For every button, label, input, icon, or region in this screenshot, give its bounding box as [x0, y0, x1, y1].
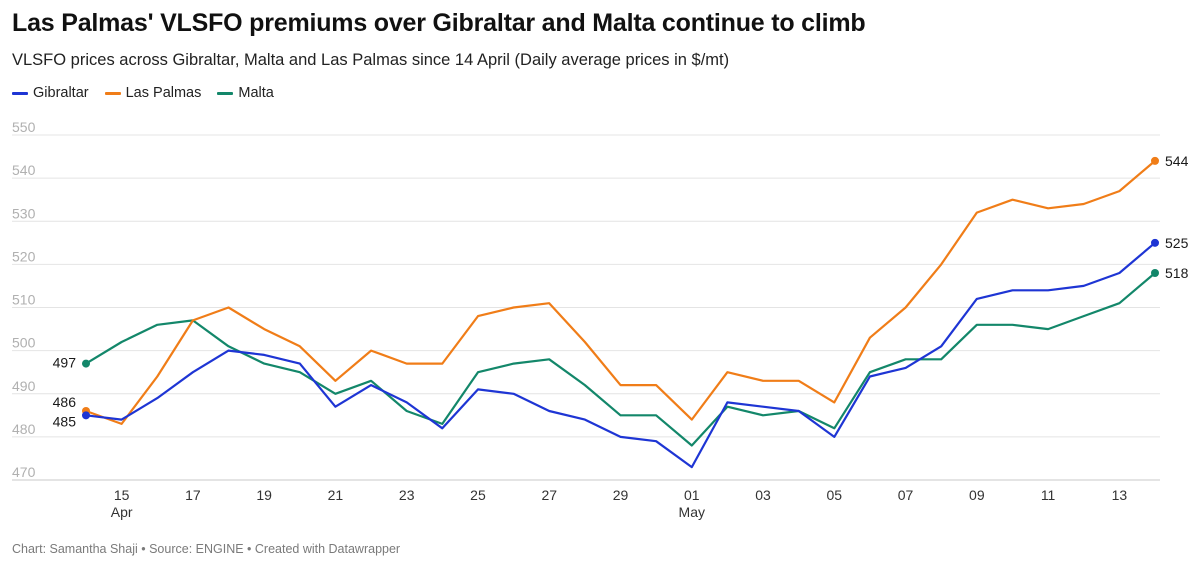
- x-tick-label-15: 15: [114, 487, 130, 503]
- legend-swatch-gibraltar: [12, 91, 28, 95]
- chart-title: Las Palmas' VLSFO premiums over Gibralta…: [12, 9, 866, 37]
- legend-label-malta: Malta: [238, 85, 274, 101]
- x-tick-label-05: 05: [827, 487, 843, 503]
- end-point-gibraltar: [1151, 238, 1159, 247]
- gridlines: [12, 134, 1160, 481]
- x-tick-label-21: 21: [328, 487, 344, 503]
- x-tick-label-13: 13: [1112, 487, 1128, 503]
- series-lines: [82, 156, 1159, 469]
- start-label-gibraltar: 485: [53, 413, 77, 429]
- start-label-malta: 497: [53, 355, 77, 371]
- legend-item-gibraltar: Gibraltar: [12, 85, 89, 101]
- x-tick-sublabel-apr: Apr: [111, 504, 133, 520]
- end-point-las-palmas: [1151, 156, 1159, 165]
- x-tick-label-23: 23: [399, 487, 415, 503]
- end-label-las-palmas: 544: [1165, 153, 1189, 169]
- x-tick-sublabel-may: May: [679, 504, 705, 520]
- series-line-las-palmas: [84, 159, 1157, 425]
- y-tick-label-510: 510: [12, 292, 36, 308]
- y-tick-label-470: 470: [12, 464, 36, 480]
- legend-swatch-malta: [217, 91, 234, 95]
- x-tick-label-03: 03: [755, 487, 771, 503]
- start-point-gibraltar: [82, 411, 90, 420]
- y-tick-label-490: 490: [12, 378, 36, 394]
- point-labels: 525 544 518 485 486 497: [53, 153, 1189, 429]
- x-tick-label-01: 01: [684, 487, 700, 503]
- end-label-malta: 518: [1165, 265, 1189, 281]
- legend-item-las-palmas: Las Palmas: [104, 85, 202, 101]
- legend: Gibraltar Las Palmas Malta: [12, 85, 290, 101]
- y-tick-label-480: 480: [12, 421, 36, 437]
- legend-label-las-palmas: Las Palmas: [125, 85, 202, 101]
- end-point-malta: [1151, 269, 1159, 277]
- legend-item-malta: Malta: [217, 85, 274, 101]
- end-label-gibraltar: 525: [1165, 235, 1189, 251]
- x-tick-label-07: 07: [898, 487, 914, 503]
- y-tick-label-500: 500: [12, 335, 36, 351]
- y-tick-label-540: 540: [12, 162, 36, 178]
- chart-subtitle: VLSFO prices across Gibraltar, Malta and…: [12, 51, 730, 69]
- y-tick-label-530: 530: [12, 205, 36, 221]
- x-tick-label-29: 29: [613, 487, 629, 503]
- y-tick-label-520: 520: [12, 248, 36, 264]
- legend-label-gibraltar: Gibraltar: [33, 85, 89, 101]
- x-tick-label-19: 19: [256, 487, 272, 503]
- x-tick-label-27: 27: [541, 487, 557, 503]
- chart-footer: Chart: Samantha Shaji • Source: ENGINE •…: [12, 542, 401, 556]
- y-tick-label-550: 550: [12, 119, 36, 135]
- x-tick-label-25: 25: [470, 487, 486, 503]
- x-tick-label-17: 17: [185, 487, 201, 503]
- x-tick-label-09: 09: [969, 487, 985, 503]
- series-line-malta: [84, 271, 1157, 447]
- start-point-malta: [82, 359, 90, 368]
- series-line-gibraltar: [84, 241, 1157, 469]
- start-label-las-palmas: 486: [53, 394, 77, 410]
- x-tick-label-11: 11: [1041, 487, 1056, 503]
- legend-swatch-las-palmas: [104, 91, 121, 95]
